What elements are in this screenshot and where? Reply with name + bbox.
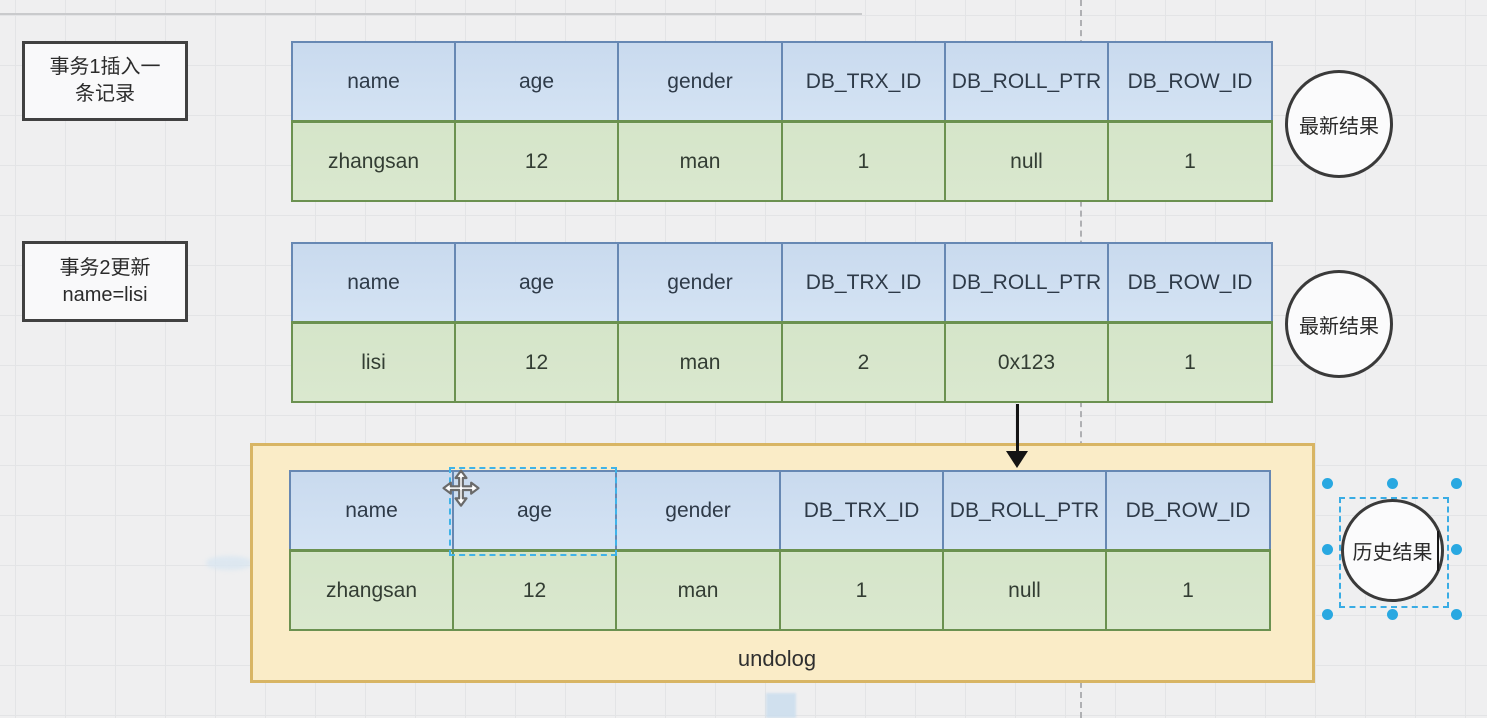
selection-handle-bottom-left[interactable]	[1322, 609, 1333, 620]
column-header-db_row_id[interactable]: DB_ROW_ID	[1107, 41, 1273, 123]
canvas-top-rule	[0, 13, 862, 15]
record-table[interactable]: name age gender DB_TRX_ID DB_ROLL_PTR DB_ROW_…	[291, 41, 1273, 202]
latest-result-circle-2[interactable]: 最新结果	[1285, 270, 1393, 378]
column-header-gender[interactable]: gender	[617, 41, 783, 123]
roll-ptr-arrow-head	[1006, 451, 1028, 468]
record-table-transaction1[interactable]: name age gender DB_TRX_ID DB_ROLL_PTR DB_ROW_…	[291, 41, 1273, 202]
roll-ptr-arrow-line[interactable]	[1016, 404, 1019, 453]
column-header-name[interactable]: name	[289, 470, 454, 552]
cell-name[interactable]: zhangsan	[291, 120, 456, 202]
cell-age[interactable]: 12	[454, 120, 619, 202]
column-header-db_trx_id[interactable]: DB_TRX_ID	[781, 41, 946, 123]
transaction1-label-box[interactable]: 事务1插入一 条记录	[22, 41, 188, 121]
selection-handle-bottom-center[interactable]	[1387, 609, 1398, 620]
table-header-row: name age gender DB_TRX_ID DB_ROLL_PTR DB_ROW_…	[291, 41, 1273, 123]
table-header-row: name age gender DB_TRX_ID DB_ROLL_PTR DB_ROW_…	[291, 242, 1273, 324]
cell-db_row_id[interactable]: 1	[1105, 549, 1271, 631]
column-header-db_trx_id[interactable]: DB_TRX_ID	[781, 242, 946, 324]
cell-gender[interactable]: man	[615, 549, 781, 631]
undolog-label: undolog	[737, 646, 817, 671]
column-header-db_roll_ptr[interactable]: DB_ROLL_PTR	[944, 242, 1109, 324]
column-header-db_roll_ptr[interactable]: DB_ROLL_PTR	[944, 41, 1109, 123]
history-result-circle[interactable]: 历史结果	[1341, 499, 1444, 602]
column-header-db_row_id[interactable]: DB_ROW_ID	[1105, 470, 1271, 552]
faint-smudge	[206, 556, 252, 570]
record-table[interactable]: name age gender DB_TRX_ID DB_ROLL_PTR DB_ROW_…	[289, 470, 1271, 631]
cell-age[interactable]: 12	[452, 549, 617, 631]
cell-name[interactable]: lisi	[291, 321, 456, 403]
transaction1-label-line2: 条记录	[75, 83, 135, 105]
cell-db_trx_id[interactable]: 2	[781, 321, 946, 403]
text-edit-caret	[1437, 531, 1439, 571]
transaction2-label-line2: name=lisi	[62, 283, 148, 306]
table-value-row: zhangsan 12 man 1 null 1	[289, 549, 1271, 631]
table-value-row: lisi 12 man 2 0x123 1	[291, 321, 1273, 403]
selection-handle-bottom-right[interactable]	[1451, 609, 1462, 620]
cell-db_row_id[interactable]: 1	[1107, 321, 1273, 403]
move-cursor-icon	[441, 469, 481, 514]
cell-db_roll_ptr[interactable]: 0x123	[944, 321, 1109, 403]
column-header-name[interactable]: name	[291, 41, 456, 123]
cell-name[interactable]: zhangsan	[289, 549, 454, 631]
table-value-row: zhangsan 12 man 1 null 1	[291, 120, 1273, 202]
column-header-db_roll_ptr[interactable]: DB_ROLL_PTR	[942, 470, 1107, 552]
column-header-name[interactable]: name	[291, 242, 456, 324]
latest-result-label-2: 最新结果	[1299, 315, 1379, 338]
selection-handle-top-center[interactable]	[1387, 478, 1398, 489]
latest-result-circle-1[interactable]: 最新结果	[1285, 70, 1393, 178]
column-header-gender[interactable]: gender	[617, 242, 783, 324]
cell-db_trx_id[interactable]: 1	[779, 549, 944, 631]
selection-handle-mid-left[interactable]	[1322, 544, 1333, 555]
column-header-age[interactable]: age	[454, 242, 619, 324]
history-result-label: 历史结果	[1352, 542, 1433, 564]
cell-db_row_id[interactable]: 1	[1107, 120, 1273, 202]
table-header-row: name age gender DB_TRX_ID DB_ROLL_PTR DB_ROW_…	[289, 470, 1271, 552]
column-header-age[interactable]: age	[454, 41, 619, 123]
cell-gender[interactable]: man	[617, 120, 783, 202]
cell-age[interactable]: 12	[454, 321, 619, 403]
record-table-transaction2[interactable]: name age gender DB_TRX_ID DB_ROLL_PTR DB_ROW_…	[291, 242, 1273, 403]
selection-handle-top-left[interactable]	[1322, 478, 1333, 489]
cell-db_roll_ptr[interactable]: null	[942, 549, 1107, 631]
transaction2-label-line1: 事务2更新	[59, 256, 151, 279]
cell-db_trx_id[interactable]: 1	[781, 120, 946, 202]
column-header-db_row_id[interactable]: DB_ROW_ID	[1107, 242, 1273, 324]
faint-smudge	[766, 693, 796, 718]
transaction2-label-box[interactable]: 事务2更新 name=lisi	[22, 241, 188, 322]
cell-gender[interactable]: man	[617, 321, 783, 403]
history-circle-selection-outline	[1339, 497, 1449, 608]
selection-handle-top-right[interactable]	[1451, 478, 1462, 489]
record-table[interactable]: name age gender DB_TRX_ID DB_ROLL_PTR DB_ROW_…	[291, 242, 1273, 403]
latest-result-label-1: 最新结果	[1299, 115, 1379, 138]
cell-db_roll_ptr[interactable]: null	[944, 120, 1109, 202]
selection-handle-mid-right[interactable]	[1451, 544, 1462, 555]
transaction1-label-line1: 事务1插入一	[49, 56, 161, 78]
column-header-gender[interactable]: gender	[615, 470, 781, 552]
record-table-undolog[interactable]: name age gender DB_TRX_ID DB_ROLL_PTR DB_ROW_…	[289, 470, 1271, 631]
column-header-db_trx_id[interactable]: DB_TRX_ID	[779, 470, 944, 552]
